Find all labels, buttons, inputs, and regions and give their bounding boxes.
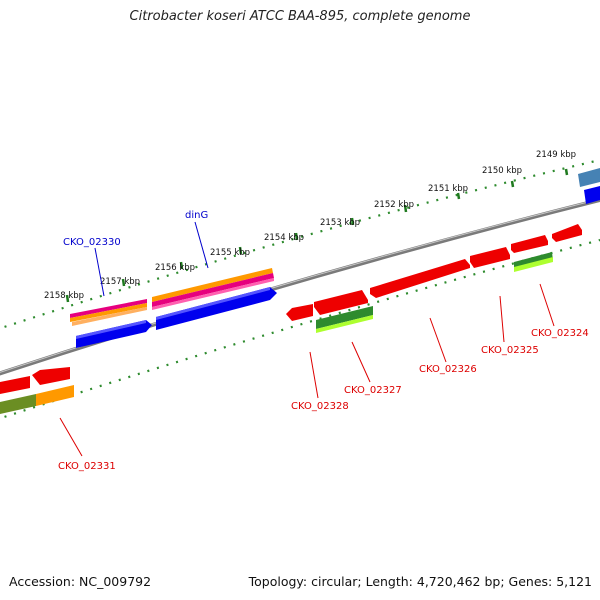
gene-forward-edge[interactable]	[584, 186, 600, 204]
feature-cko02331-stack[interactable]	[0, 385, 74, 414]
label-leaders	[59, 221, 555, 457]
feature-cko02325-stack[interactable]	[514, 252, 553, 272]
gene-ding-arrow-shade	[156, 287, 270, 320]
scale-label-2154: 2154 kbp	[264, 233, 304, 243]
gene-label-cko02330[interactable]: CKO_02330	[63, 237, 121, 248]
outer-scale-ring	[0, 158, 600, 330]
footer-accession: Accession: NC_009792	[9, 574, 152, 589]
scale-label-2152: 2152 kbp	[374, 200, 414, 210]
scale-label-2157: 2157 kbp	[100, 277, 140, 287]
gene-cko02324-arrow[interactable]	[552, 224, 582, 242]
gene-label-ding[interactable]: dinG	[185, 210, 208, 221]
gene-red-segment-2[interactable]	[370, 259, 470, 298]
feature-steel-edge[interactable]	[578, 168, 600, 187]
feature-cko02330-stack[interactable]	[70, 299, 147, 326]
gene-red-left-2[interactable]	[32, 367, 70, 385]
gene-label-cko02327[interactable]: CKO_02327	[344, 385, 402, 396]
feature-cko02327-stack[interactable]	[316, 306, 373, 333]
gene-cko02328-arrow[interactable]	[286, 304, 313, 321]
gene-label-cko02328[interactable]: CKO_02328	[291, 401, 349, 412]
gene-red-segment-3[interactable]	[470, 247, 510, 268]
scale-label-2149: 2149 kbp	[536, 150, 576, 160]
scale-ticks	[65, 168, 569, 303]
gene-cko02330-arrow[interactable]	[76, 320, 152, 348]
gene-label-cko02325[interactable]: CKO_02325	[481, 345, 539, 356]
scale-label-2156: 2156 kbp	[155, 263, 195, 273]
scale-label-2153: 2153 kbp	[320, 218, 360, 228]
footer-topology: Topology: circular; Length: 4,720,462 bp…	[248, 574, 592, 589]
scale-label-2151: 2151 kbp	[428, 184, 468, 194]
gene-label-cko02326[interactable]: CKO_02326	[419, 364, 477, 375]
scale-label-2150: 2150 kbp	[482, 166, 522, 176]
gene-label-cko02324[interactable]: CKO_02324	[531, 328, 589, 339]
gene-red-segment-4[interactable]	[511, 235, 548, 253]
genome-backbone	[0, 198, 600, 376]
gene-cko02330-arrow-shade	[76, 320, 146, 339]
gene-label-cko02331[interactable]: CKO_02331	[58, 461, 116, 472]
feature-ding-stack[interactable]	[152, 268, 274, 310]
inner-scale-ring	[0, 238, 600, 420]
scale-label-2158: 2158 kbp	[44, 291, 84, 301]
gene-ding-arrow[interactable]	[156, 287, 277, 330]
gene-red-left-1[interactable]	[0, 376, 30, 394]
gene-red-segment-1[interactable]	[314, 290, 368, 315]
scale-label-2155: 2155 kbp	[210, 248, 250, 258]
map-title: Citrobacter koseri ATCC BAA-895, complet…	[129, 9, 471, 24]
